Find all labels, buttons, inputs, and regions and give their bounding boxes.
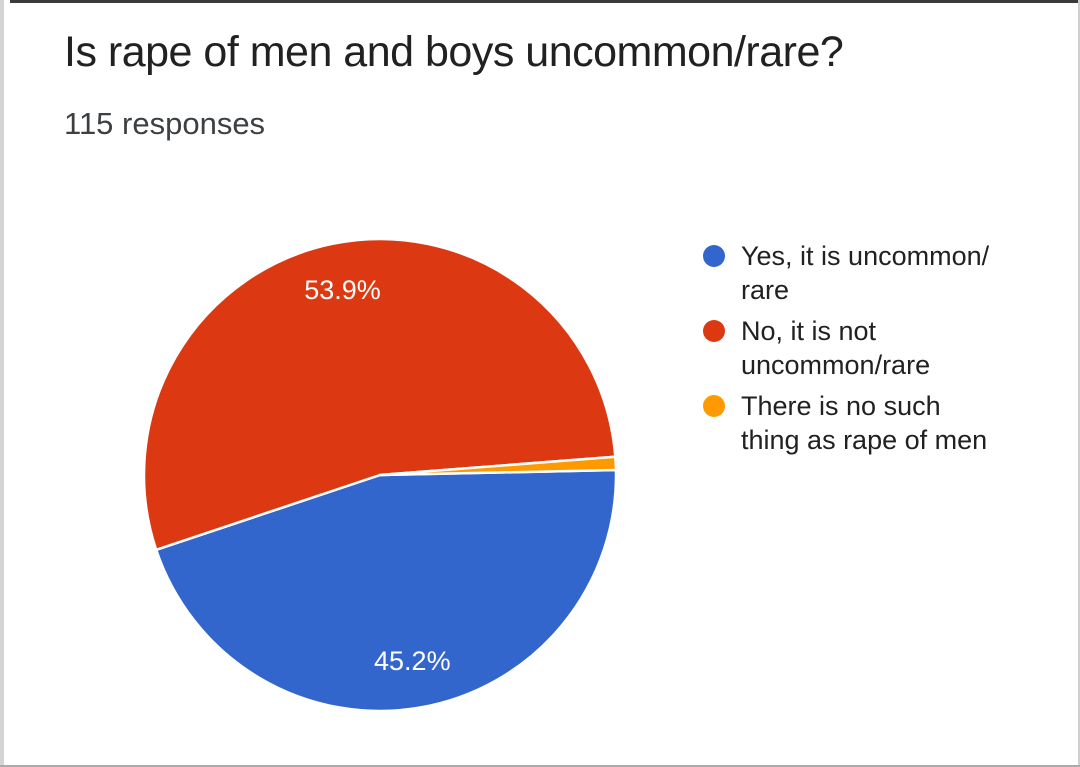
- legend-label-line: uncommon/rare: [741, 350, 931, 380]
- legend-label-line: There is no such: [741, 391, 941, 421]
- legend-label-line: rare: [741, 275, 790, 305]
- legend-label-line: No, it is not: [741, 316, 877, 346]
- legend-label: There is no such thing as rape of men: [741, 389, 987, 457]
- legend-label-line: thing as rape of men: [741, 425, 988, 455]
- slice-percentage-label: 53.9%: [304, 275, 381, 305]
- pie-slice-3[interactable]: [378, 455, 618, 477]
- question-title: Is rape of men and boys uncommon/rare?: [64, 28, 844, 76]
- card-left-border: [0, 0, 4, 767]
- legend-item-no: No, it is not uncommon/rare: [703, 314, 1033, 382]
- card-top-border: [10, 0, 1080, 3]
- legend-label: Yes, it is uncommon/ rare: [741, 239, 989, 307]
- pie-slice-2[interactable]: [142, 237, 617, 552]
- legend-swatch-red-icon: [703, 320, 725, 342]
- pie-slice-1[interactable]: [154, 468, 618, 713]
- card-bottom-border: [0, 764, 1080, 767]
- responses-count: 115 responses: [64, 106, 266, 141]
- legend-item-no-such-thing: There is no such thing as rape of men: [703, 389, 1033, 457]
- legend-label-line: Yes, it is uncommon/: [741, 241, 990, 271]
- legend-label: No, it is not uncommon/rare: [741, 314, 930, 382]
- card-right-border: [1078, 0, 1080, 767]
- legend-swatch-orange-icon: [703, 395, 725, 417]
- pie-chart[interactable]: 45.2% 53.9%: [140, 235, 620, 715]
- slice-percentage-label: 45.2%: [374, 646, 451, 676]
- legend-item-yes: Yes, it is uncommon/ rare: [703, 239, 1033, 307]
- legend-swatch-blue-icon: [703, 245, 725, 267]
- chart-legend: Yes, it is uncommon/ rare No, it is not …: [703, 239, 1033, 464]
